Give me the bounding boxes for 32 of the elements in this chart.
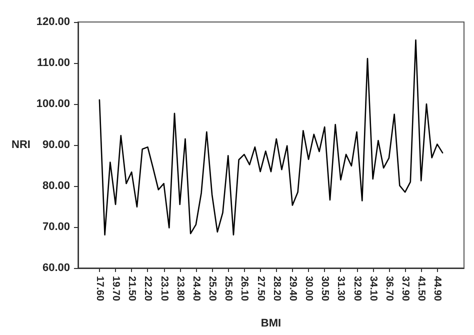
x-tick-label: 30.00 xyxy=(303,276,314,302)
x-tick-label: 23.10 xyxy=(158,276,170,302)
x-tick-label: 25.60 xyxy=(222,276,234,302)
x-axis-title: BMI xyxy=(260,318,282,330)
x-tick-label: 32.90 xyxy=(351,276,362,302)
x-tick-label: 41.50 xyxy=(416,276,427,302)
x-tick-label: 30.50 xyxy=(319,276,330,302)
x-tick-label: 27.50 xyxy=(254,276,266,302)
y-axis-title: NRI xyxy=(12,139,30,151)
x-tick-label: 25.20 xyxy=(206,276,218,302)
y-tick-label: 90.00 xyxy=(42,139,70,151)
y-tick-label: 70.00 xyxy=(42,221,70,233)
x-tick-label: 34.10 xyxy=(367,276,378,302)
y-tick-label: 110.00 xyxy=(36,57,70,69)
x-tick-label: 36.70 xyxy=(383,276,394,302)
x-tick-label: 21.50 xyxy=(126,276,138,302)
x-tick-label: 31.30 xyxy=(335,276,346,302)
x-tick-label: 29.40 xyxy=(286,276,298,302)
x-tick-label: 28.20 xyxy=(270,276,282,302)
x-tick-label: 24.40 xyxy=(190,276,202,302)
y-tick-label: 120.00 xyxy=(36,16,70,28)
x-tick-label: 26.10 xyxy=(238,276,250,302)
x-tick-label: 37.90 xyxy=(400,276,411,302)
y-tick-label: 100.00 xyxy=(36,98,70,110)
x-tick-label: 17.60 xyxy=(94,276,105,302)
x-tick-label: 19.70 xyxy=(110,276,122,302)
line-series xyxy=(98,39,444,236)
x-tick-label: 23.80 xyxy=(174,276,186,302)
y-tick-label: 60.00 xyxy=(42,262,70,274)
x-tick-label: 44.90 xyxy=(432,276,443,302)
x-tick-label: 22.20 xyxy=(142,276,154,302)
y-tick-label: 80.00 xyxy=(42,180,70,192)
